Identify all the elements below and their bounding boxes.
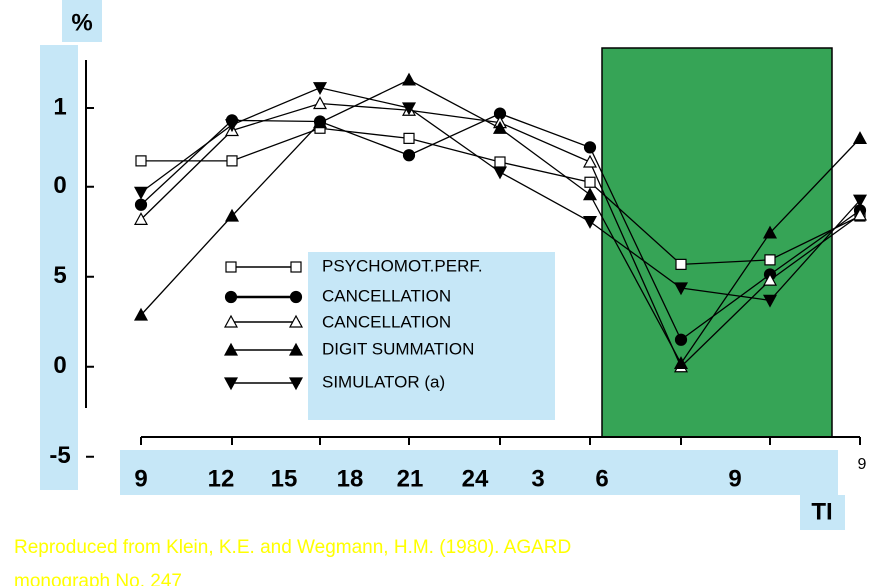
y-tick-label: 0	[53, 352, 66, 379]
x-unit: TI	[811, 498, 832, 525]
data-point	[582, 187, 598, 201]
data-point	[312, 82, 328, 96]
data-point	[582, 216, 598, 229]
legend-marker	[289, 290, 303, 304]
data-point	[224, 208, 240, 222]
data-point	[852, 207, 868, 221]
legend-marker	[223, 314, 239, 328]
data-point	[583, 141, 597, 154]
legend-label: PSYCHOMOT.PERF.	[322, 256, 483, 275]
x-tick-label: 9	[728, 465, 741, 492]
data-point	[492, 166, 508, 180]
data-point	[401, 72, 417, 86]
legend-label: CANCELLATION	[322, 312, 451, 331]
legend-marker	[224, 290, 238, 304]
legend-marker	[223, 377, 239, 391]
source: Reproduced from Klein, K.E. and Wegmann,…	[14, 537, 571, 558]
legend-marker	[290, 261, 302, 273]
legend-marker	[288, 342, 304, 356]
data-point	[133, 307, 149, 321]
data-point	[133, 212, 149, 225]
legend-box	[308, 252, 555, 420]
x-tick-label: 9	[858, 456, 867, 473]
data-point	[762, 294, 778, 308]
y-unit: %	[71, 9, 92, 36]
y-tick-label: 0	[53, 172, 66, 199]
data-point	[134, 198, 148, 211]
data-point	[224, 119, 240, 133]
legend-marker	[225, 261, 237, 273]
unit-box	[800, 495, 845, 530]
data-point	[584, 176, 596, 188]
data-point	[402, 149, 416, 162]
source: monograph No. 247	[14, 571, 182, 586]
x-tick-label: 12	[208, 465, 235, 492]
data-point	[674, 333, 688, 346]
data-point	[582, 154, 598, 168]
legend-label: SIMULATOR (a)	[322, 372, 445, 391]
data-point	[403, 132, 415, 144]
legend-label: DIGIT SUMMATION	[322, 339, 474, 358]
unit-box	[62, 0, 102, 42]
data-point	[852, 131, 868, 144]
data-point	[673, 356, 689, 369]
data-point	[852, 194, 868, 208]
legend-label: CANCELLATION	[322, 286, 451, 305]
data-point	[133, 186, 149, 200]
x-label-strip	[120, 450, 838, 495]
legend-marker	[288, 377, 304, 391]
data-point	[401, 102, 417, 116]
data-point	[673, 282, 689, 296]
data-point	[675, 258, 687, 270]
x-tick-label: 18	[337, 465, 364, 492]
x-tick-label: 6	[595, 465, 608, 492]
shaded-period	[601, 47, 833, 438]
y-label-strip	[40, 45, 78, 490]
data-point	[764, 254, 776, 266]
y-tick-label: 5	[53, 262, 66, 289]
data-point	[494, 156, 506, 168]
x-tick-label: 9	[134, 465, 147, 492]
y-tick-label: -5	[49, 442, 70, 469]
data-point	[492, 120, 508, 134]
y-tick-label: 1	[53, 93, 66, 120]
x-tick-label: 15	[271, 465, 298, 492]
x-tick-label: 3	[531, 465, 544, 492]
data-point	[226, 155, 238, 167]
data-point	[762, 272, 778, 286]
data-point	[312, 96, 328, 110]
x-tick-label: 21	[397, 465, 424, 492]
data-point	[135, 155, 147, 167]
legend-marker	[288, 314, 304, 328]
legend-marker	[223, 342, 239, 356]
data-point	[762, 225, 778, 239]
data-point	[312, 115, 328, 129]
x-tick-label: 24	[462, 465, 489, 492]
